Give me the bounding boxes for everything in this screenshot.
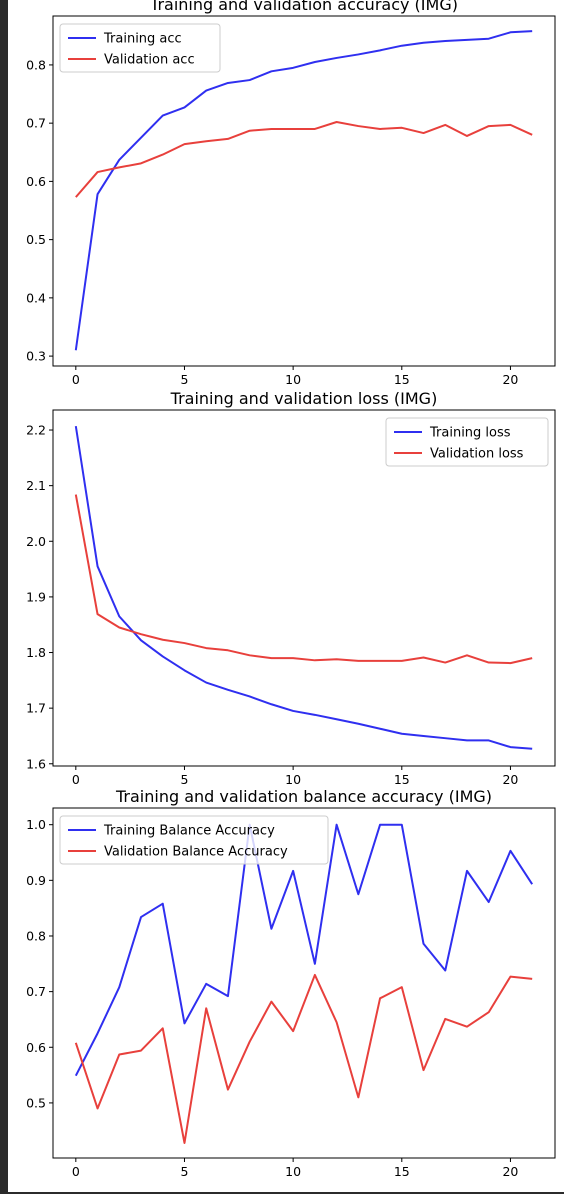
y-tick-label: 1.7 — [26, 701, 46, 716]
x-tick-label: 10 — [285, 1164, 301, 1179]
y-tick-label: 1.9 — [26, 589, 46, 604]
legend-label: Validation acc — [104, 53, 195, 68]
x-tick-label: 5 — [180, 372, 188, 387]
y-tick-label: 0.5 — [26, 1095, 46, 1110]
legend-box — [59, 23, 221, 73]
x-tick-label: 0 — [72, 1164, 80, 1179]
legend-label: Training Balance Accuracy — [103, 824, 275, 839]
series-line-training-acc — [74, 30, 533, 351]
legend-label: Validation loss — [430, 447, 524, 462]
legend-label: Validation Balance Accuracy — [104, 845, 288, 860]
x-tick-label: 15 — [394, 772, 410, 787]
x-tick-label: 5 — [180, 1164, 188, 1179]
legend-box — [59, 815, 329, 865]
y-tick-label: 2.2 — [26, 423, 46, 438]
x-tick-label: 10 — [285, 772, 301, 787]
chart-3: Training and validation balance accuracy… — [26, 787, 556, 1179]
chart-1: Training and validation accuracy (IMG) 0 5… — [26, 0, 556, 387]
x-tick-label: 20 — [502, 1164, 518, 1179]
plot-frame — [52, 409, 556, 767]
y-tick-label: 0.6 — [26, 174, 46, 189]
y-tick-label: 1.0 — [26, 817, 46, 832]
plot-frame — [52, 807, 556, 1159]
x-tick-label: 10 — [285, 372, 301, 387]
series-line-validation-acc — [75, 120, 533, 198]
x-tick-label: 5 — [180, 772, 188, 787]
figure-canvas: Training and validation accuracy (IMG) 0 5… — [8, 0, 564, 1192]
y-tick-label: 0.8 — [26, 57, 46, 72]
figure-svg: Training and validation accuracy (IMG) 0 5… — [26, 0, 556, 1179]
chart-title: Training and validation balance accuracy… — [115, 787, 492, 806]
x-tick-label: 15 — [394, 1164, 410, 1179]
legend-label: Training loss — [429, 426, 511, 441]
y-tick-label: 2.1 — [26, 478, 46, 493]
x-tick-label: 0 — [72, 372, 80, 387]
series-line-validation-loss — [74, 494, 533, 665]
series-line-training-loss — [74, 425, 533, 750]
chart-title: Training and validation loss (IMG) — [170, 389, 438, 408]
plot-frame — [52, 15, 556, 367]
y-tick-label: 0.3 — [26, 349, 46, 364]
x-tick-label: 20 — [502, 772, 518, 787]
legend-box — [385, 417, 549, 467]
y-tick-label: 0.7 — [26, 984, 46, 999]
chart-title: Training and validation accuracy (IMG) — [149, 0, 458, 14]
y-tick-label: 0.8 — [26, 928, 46, 943]
y-tick-label: 1.6 — [26, 756, 46, 771]
y-tick-label: 1.8 — [26, 645, 46, 660]
y-tick-label: 0.5 — [26, 232, 46, 247]
chart-2: Training and validation loss (IMG) 0 5 10 15… — [26, 389, 556, 787]
series-line-training-balance-accuracy — [74, 823, 534, 1077]
y-tick-label: 0.7 — [26, 116, 46, 131]
series-line-validation-balance-accuracy — [74, 973, 533, 1144]
legend: Training Balance Accuracy Validation Bala… — [59, 815, 329, 865]
y-tick-label: 2.0 — [26, 534, 46, 549]
x-tick-label: 15 — [394, 372, 410, 387]
x-tick-label: 0 — [72, 772, 80, 787]
legend: Training acc Validation acc — [59, 23, 221, 73]
x-tick-label: 20 — [502, 372, 518, 387]
legend-label: Training acc — [103, 32, 182, 47]
legend: Training loss Validation loss — [385, 417, 549, 467]
y-tick-label: 0.6 — [26, 1040, 46, 1055]
y-tick-label: 0.4 — [26, 290, 46, 305]
y-tick-label: 0.9 — [26, 873, 46, 888]
